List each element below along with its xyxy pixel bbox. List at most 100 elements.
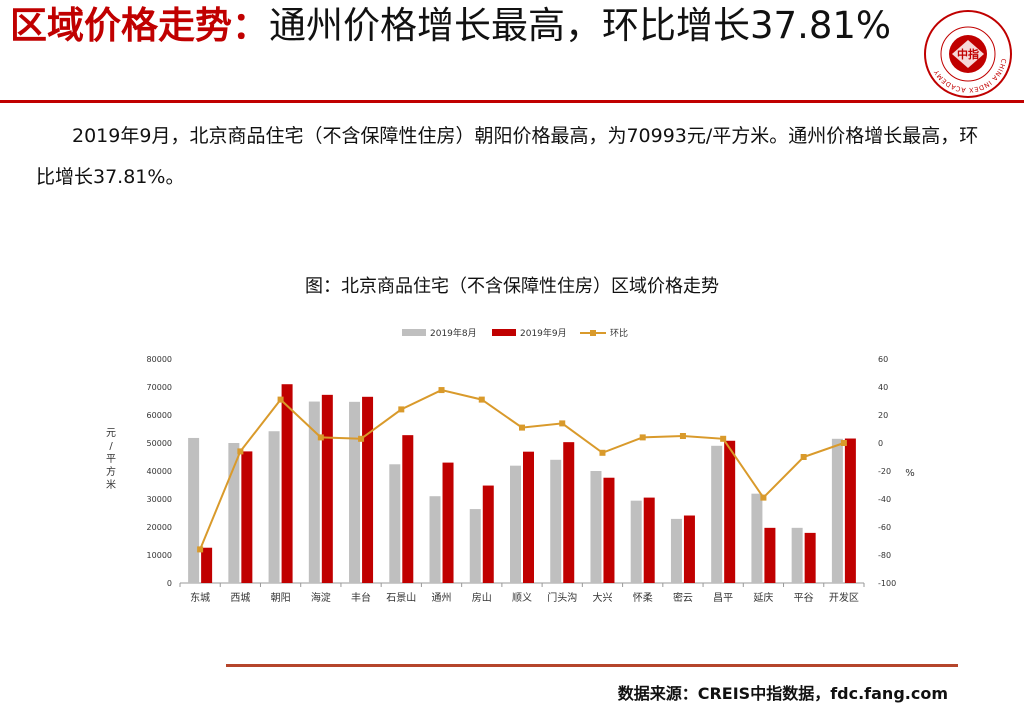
y-axis-label-char: / [109,441,113,452]
bar-2019-08 [389,464,401,583]
bar-2019-09 [603,477,615,583]
y-tick-label: 10000 [147,551,172,560]
header-divider [0,100,1024,103]
bar-2019-09 [764,527,776,583]
x-tick-label: 西城 [230,592,250,604]
x-tick-label: 海淀 [311,591,331,604]
legend-label-aug: 2019年8月 [430,327,477,339]
footer-divider [226,664,958,667]
x-tick-label: 延庆 [753,591,773,604]
mom-point [639,434,646,441]
y-tick-label: 50000 [147,439,172,448]
mom-point [478,396,485,403]
x-tick-label: 开发区 [829,591,859,604]
x-tick-label: 大兴 [592,591,612,604]
x-tick-label: 通州 [432,592,452,604]
legend-label-sep: 2019年9月 [520,327,567,339]
bar-2019-09 [643,497,655,583]
x-tick-label: 怀柔 [633,592,653,604]
x-tick-label: 房山 [472,591,492,604]
bar-2019-09 [482,485,494,583]
y-tick-label: 70000 [147,383,172,392]
y-tick-label: 30000 [147,495,172,504]
bar-2019-08 [630,500,642,583]
bar-2019-08 [429,496,441,583]
mom-point [358,435,365,442]
x-tick-label: 门头沟 [547,591,577,604]
y2-tick-label: -100 [878,579,896,588]
price-trend-chart: 0 10000 20000 30000 40000 50000 60000 70000 8000… [106,327,915,604]
bar-2019-09 [281,384,293,583]
y-tick-label: 0 [167,579,172,588]
data-source: 数据来源：CREIS中指数据，fdc.fang.com [617,684,948,703]
x-tick-label: 东城 [190,591,210,604]
y-axis-label-char: 方 [106,465,116,478]
bar-2019-08 [711,445,723,583]
bar-2019-08 [590,471,602,583]
y-tick-label: 20000 [147,523,172,532]
mom-point [679,433,686,439]
mom-point [559,420,566,427]
mom-point [197,546,204,553]
x-tick-label: 密云 [673,591,693,604]
mom-point [438,387,445,394]
y-tick-label: 40000 [147,467,172,476]
y-axis-label-char: 平 [106,454,116,465]
bar-2019-08 [751,493,763,583]
bar-2019-08 [469,509,481,583]
bar-2019-09 [362,396,374,583]
x-tick-label: 顺义 [512,592,532,604]
y-axis-label-char: 米 [106,478,116,491]
bar-2019-08 [670,518,682,583]
mom-point [800,454,807,460]
x-tick-label: 丰台 [351,591,371,604]
bar-2019-08 [791,527,803,583]
y2-tick-label: -80 [878,551,891,560]
bar-2019-09 [683,515,695,583]
bar-2019-08 [349,401,361,583]
bar-2019-09 [442,462,454,583]
bar-2019-08 [228,443,240,583]
y2-tick-label: -20 [878,467,891,476]
mom-point [277,396,284,403]
legend-marker-mom [590,330,596,336]
logo-inner-text: 中指 [957,47,979,61]
y-tick-label: 80000 [147,355,172,364]
x-tick-label: 昌平 [713,592,733,604]
bar-2019-09 [201,547,213,583]
mom-point [760,494,767,501]
chart-title: 图：北京商品住宅（不含保障性住房）区域价格走势 [305,276,719,297]
mom-line [199,389,845,550]
bar-2019-08 [188,437,200,583]
x-tick-label: 石景山 [386,592,416,604]
y2-tick-label: 20 [878,411,888,420]
bar-2019-08 [308,401,320,583]
bar-2019-09 [241,451,253,583]
title-rest: 通州价格增长最高，环比增长37.81% [269,4,892,47]
bar-2019-09 [402,435,414,583]
title-highlight: 区域价格走势 [10,4,232,47]
x-tick-label: 平谷 [794,592,814,604]
y2-tick-label: 40 [878,383,888,392]
y2-tick-label: 0 [878,439,883,448]
bar-2019-09 [804,532,816,583]
bar-2019-09 [321,394,333,583]
bar-2019-09 [724,440,736,583]
legend-label-mom: 环比 [610,327,628,339]
bar-2019-08 [831,438,843,583]
logo-diamond-icon [952,40,984,68]
x-tick-label: 朝阳 [271,592,291,604]
mom-point [237,448,244,455]
mom-point [519,424,525,431]
mom-point [599,449,606,456]
summary-paragraph: 2019年9月，北京商品住宅（不含保障性住房）朝阳价格最高，为70993元/平方… [36,125,979,188]
bar-2019-08 [268,431,280,583]
legend-swatch-sep [492,329,516,336]
legend-swatch-aug [402,329,426,336]
bar-2019-09 [563,442,575,583]
title-separator: ： [232,4,269,47]
y2-axis-label: % [905,468,915,479]
bar-2019-08 [510,465,521,583]
bar-2019-08 [550,459,562,583]
mom-point [398,406,405,413]
